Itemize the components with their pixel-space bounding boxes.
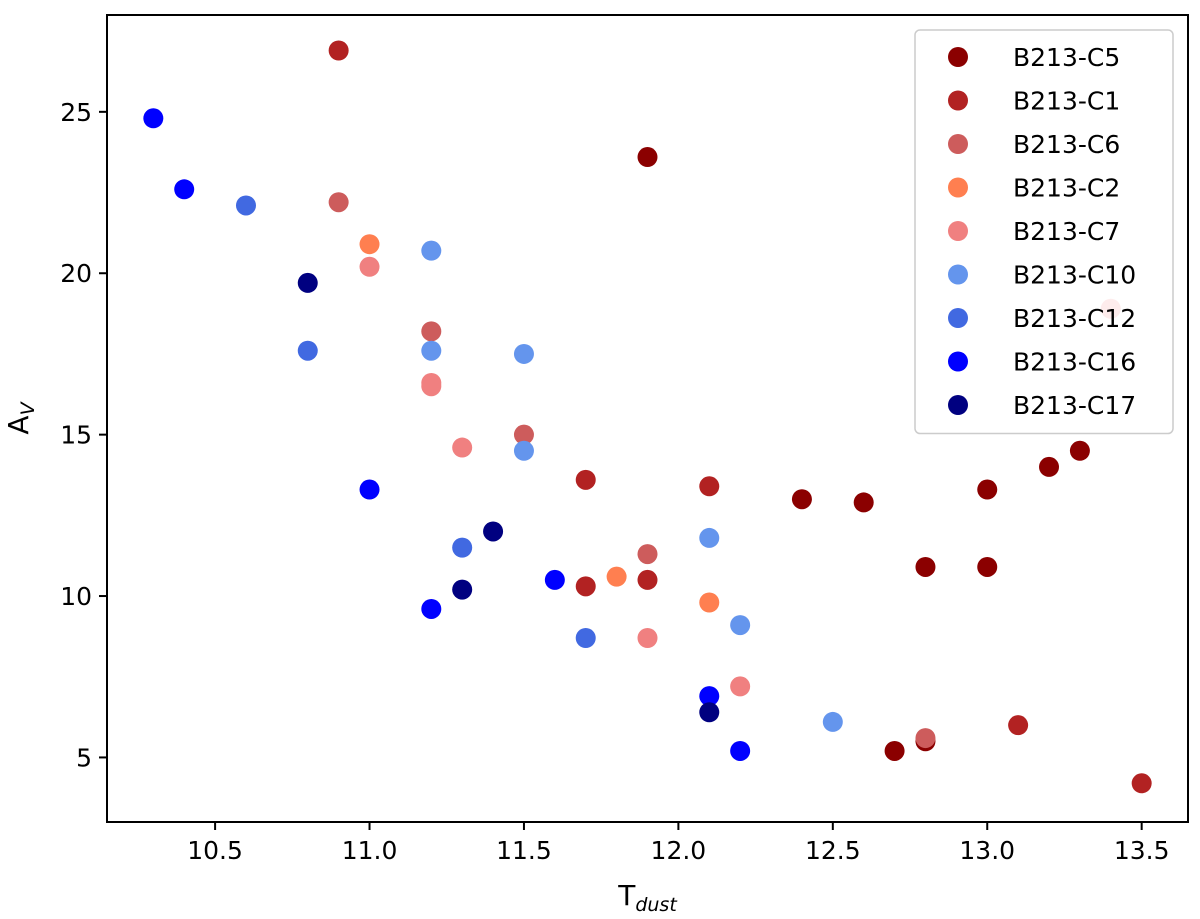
data-point-b213-c2 [606,566,627,587]
x-tick-label: 12.5 [805,836,861,865]
y-tick-label: 10 [60,582,92,611]
data-point-b213-c16 [421,598,442,619]
data-point-b213-c1 [699,476,720,497]
legend: B213-C5 B213-C1 B213-C6 B213-C2 B213-C7 B213-… [914,29,1174,435]
data-point-b213-c5 [977,556,998,577]
legend-label: B213-C17 [1013,391,1136,420]
data-point-b213-c1 [575,469,596,490]
data-point-b213-c7 [421,376,442,397]
legend-label: B213-C10 [1013,261,1136,290]
legend-label: B213-C1 [1013,87,1120,116]
data-point-b213-c7 [637,628,658,649]
data-point-b213-c1 [575,576,596,597]
data-point-b213-c17 [483,521,504,542]
data-point-b213-c6 [915,728,936,749]
legend-label: B213-C5 [1013,43,1120,72]
data-point-b213-c10 [699,527,720,548]
data-point-b213-c12 [235,195,256,216]
y-axis-label: AV [2,400,39,434]
data-point-b213-c1 [1008,715,1029,736]
data-point-b213-c6 [513,424,534,445]
data-point-b213-c5 [1039,456,1060,477]
data-point-b213-c1 [637,569,658,590]
legend-marker [948,395,968,415]
y-tick-label: 20 [60,259,92,288]
data-point-b213-c5 [791,489,812,510]
data-point-b213-c7 [359,256,380,277]
data-point-b213-c6 [328,192,349,213]
legend-marker [948,47,968,67]
y-tick-label: 25 [60,98,92,127]
data-point-b213-c10 [822,711,843,732]
legend-label: B213-C2 [1013,174,1120,203]
data-point-b213-c10 [513,343,534,364]
y-tick-label: 5 [76,743,92,772]
x-axis-label: Tdust [617,879,678,916]
x-tick-label: 12.0 [651,836,707,865]
y-tick-label: 15 [60,421,92,450]
data-point-b213-c5 [915,556,936,577]
data-point-b213-c12 [297,340,318,361]
x-tick-label: 10.5 [187,836,243,865]
data-point-b213-c16 [359,479,380,500]
x-tick-label: 11.0 [342,836,398,865]
data-point-b213-c10 [730,615,751,636]
data-point-b213-c16 [544,569,565,590]
data-point-b213-c5 [637,147,658,168]
data-point-b213-c12 [575,628,596,649]
data-point-b213-c2 [699,592,720,613]
data-point-b213-c10 [421,240,442,261]
x-axis-ticks: 10.5 11.0 11.5 12.0 12.5 13.0 13.5 [187,822,1170,865]
x-tick-label: 13.5 [1114,836,1170,865]
legend-marker [948,221,968,241]
data-point-b213-c1 [1131,773,1152,794]
data-point-b213-c2 [359,234,380,255]
data-point-b213-c10 [421,340,442,361]
data-point-b213-c5 [1069,440,1090,461]
legend-box [914,29,1174,435]
data-point-b213-c17 [452,579,473,600]
legend-label: B213-C12 [1013,304,1136,333]
x-tick-label: 13.0 [959,836,1015,865]
plot-frame [106,14,1189,823]
data-point-b213-c6 [637,544,658,565]
legend-marker [948,177,968,198]
data-point-b213-c1 [328,40,349,61]
data-point-b213-c6 [421,321,442,342]
legend-marker [948,264,968,285]
data-point-b213-c16 [699,686,720,707]
data-point-b213-c17 [699,702,720,723]
legend-marker [948,351,968,372]
legend-marker [948,90,968,111]
data-point-b213-c5 [884,740,905,761]
data-point-b213-c10 [513,440,534,461]
data-point-b213-c12 [452,537,473,558]
data-point-b213-c5 [977,479,998,500]
data-point-b213-c7 [452,437,473,458]
legend-label: B213-C16 [1013,348,1136,377]
data-point-b213-c17 [297,272,318,293]
data-point-b213-c16 [730,740,751,761]
legend-label: B213-C6 [1013,130,1120,159]
legend-label: B213-C7 [1013,217,1120,246]
legend-marker [948,134,968,154]
data-point-b213-c16 [174,179,195,200]
legend-marker [948,308,968,328]
y-axis-ticks: 5 10 15 20 25 [60,98,107,772]
plot-points [143,40,1152,794]
data-point-b213-c7 [730,676,751,697]
data-point-b213-c16 [143,108,164,129]
x-tick-label: 11.5 [496,836,552,865]
data-point-b213-c5 [853,492,874,513]
